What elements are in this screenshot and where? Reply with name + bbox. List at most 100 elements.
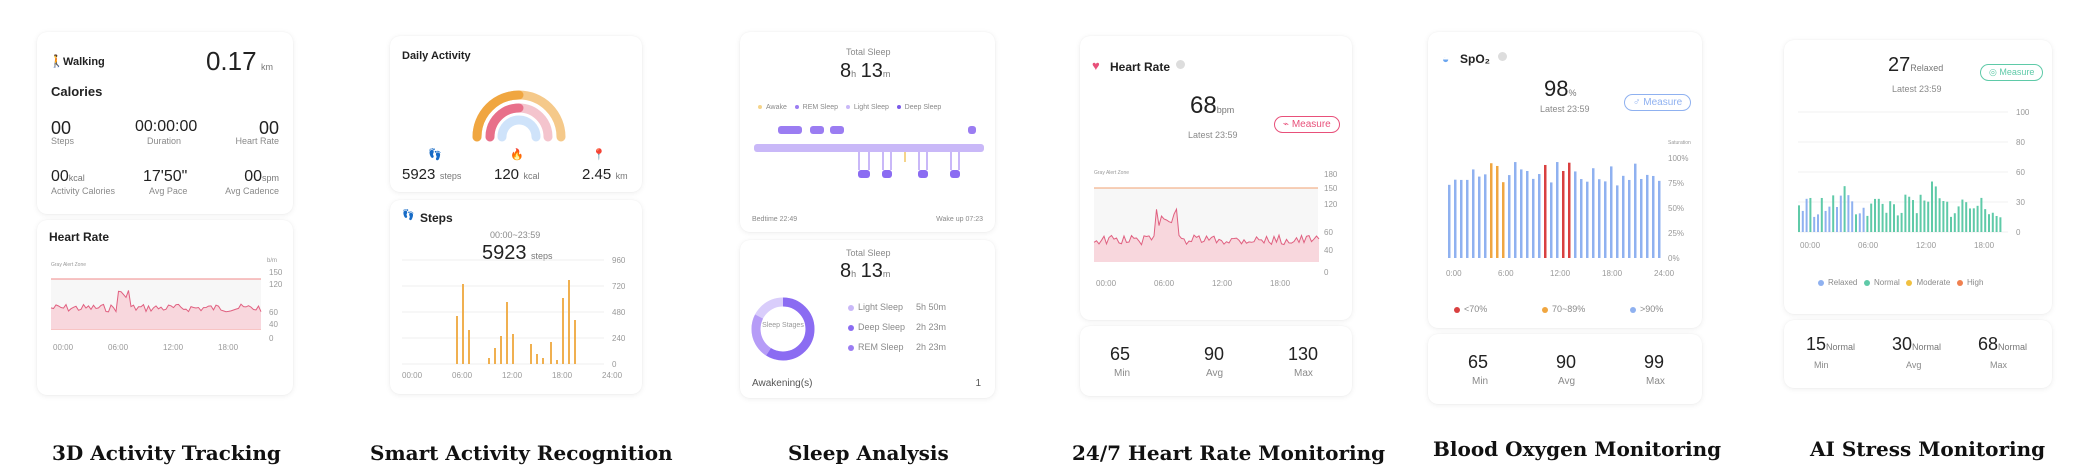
measure-icon: ♂ — [1633, 97, 1641, 108]
stress-bar — [1847, 195, 1850, 232]
transition-line — [958, 152, 960, 170]
stress-bar — [1984, 209, 1987, 232]
stress-bar — [1836, 207, 1838, 232]
x-tick-label: 00:00 — [53, 343, 74, 352]
stress-bar — [1851, 201, 1854, 232]
sleep-donut: Sleep Stages — [751, 297, 815, 361]
rem-block — [968, 126, 976, 134]
step-bar — [536, 354, 538, 364]
steps-label: Steps — [51, 136, 75, 146]
heart-max: 130 — [1288, 344, 1319, 364]
spo2-bar — [1532, 178, 1535, 258]
step-bar — [462, 284, 464, 364]
x-tick-label: 18:00 — [552, 371, 573, 380]
caption-sleep: Sleep Analysis — [788, 441, 949, 465]
stress-bar — [1885, 212, 1888, 232]
stress-min: 15Normal — [1806, 334, 1856, 354]
caption-daily: Smart Activity Recognition — [370, 441, 673, 465]
stress-bar — [1855, 214, 1857, 232]
y-tick-label: 50% — [1668, 204, 1684, 213]
sleep-hypnogram — [754, 126, 984, 178]
spo2-bar — [1586, 181, 1589, 258]
heart-stats-card: 65 Min 90 Avg 130 Max — [1080, 326, 1352, 396]
sleep-legend: Awake REM Sleep Light Sleep Deep Sleep — [758, 104, 941, 111]
x-tick-label: 00:00 — [402, 371, 423, 380]
y-tick-label: 25% — [1668, 229, 1684, 238]
y-tick-label: 120 — [1324, 200, 1338, 209]
stress-bar — [1801, 210, 1804, 232]
stress-min-label: Min — [1814, 360, 1829, 370]
stress-bar — [1798, 205, 1800, 232]
heart-title: Heart Rate — [1110, 60, 1171, 74]
stress-bar — [1988, 214, 1990, 232]
sleep-card: Total Sleep 8h 13m Awake REM Sleep Light… — [740, 32, 995, 232]
y-tick-label: 60 — [2016, 168, 2025, 177]
awakening-label: Awakening(s) — [752, 378, 813, 389]
heart-card: ♥ Heart Rate 68bpm Latest 23:59 ⌁ Measur… — [1080, 36, 1352, 320]
pace-value: 17'50" — [143, 168, 188, 185]
measure-button[interactable]: ⌁ Measure — [1274, 116, 1340, 133]
steps-total: 5923 steps — [482, 242, 553, 264]
step-bar — [562, 298, 564, 364]
stress-bar — [1927, 201, 1930, 232]
spo2-bar — [1502, 182, 1505, 258]
step-bar — [500, 336, 502, 364]
daily-km: 2.45 km — [582, 166, 628, 183]
spo2-title: SpO₂ — [1460, 52, 1490, 66]
y-tick-label: 0 — [2016, 228, 2021, 237]
activity-cal-value: 00kcal — [51, 168, 85, 185]
heart-min-label: Min — [1114, 368, 1131, 379]
daily-title: Daily Activity — [402, 50, 471, 62]
spo2-bar — [1604, 181, 1607, 258]
y-tick-label: 30 — [2016, 198, 2025, 207]
stress-bar — [1950, 216, 1952, 232]
steps-value: 00 — [51, 118, 72, 138]
sleep-total-label: Total Sleep — [846, 47, 891, 57]
spo2-bar — [1508, 175, 1511, 258]
heart-line — [1093, 207, 1320, 246]
transition-line — [890, 152, 892, 170]
y-tick-label: 60 — [269, 308, 278, 317]
spo2-bar — [1556, 162, 1559, 258]
hr-line — [50, 290, 262, 314]
daily-steps: 5923 steps — [402, 166, 462, 183]
heart-area — [1094, 209, 1319, 262]
activity-hr-card: Heart Rate Gray Alert Zone b/m 150 120 60 4… — [37, 220, 293, 395]
spo2-measure-button[interactable]: ♂ Measure — [1624, 94, 1692, 111]
donut-label: Sleep Stages — [762, 322, 804, 329]
steps-range: 00:00~23:59 — [490, 230, 541, 240]
stress-measure-button[interactable]: ◎ Measure — [1980, 64, 2044, 81]
stress-avg: 30Normal — [1892, 334, 1942, 354]
stress-bar — [1881, 203, 1884, 232]
awakening-val: 1 — [975, 378, 981, 389]
stress-bar — [1896, 215, 1899, 232]
stress-bar — [1953, 213, 1956, 232]
transition-line — [882, 152, 884, 170]
step-bar — [456, 316, 458, 364]
x-tick-label: 06:00 — [108, 343, 129, 352]
spo2-max: 99 — [1644, 352, 1665, 372]
y-tick-label: 40 — [269, 320, 278, 329]
measure-icon-2: ◎ — [1989, 67, 1997, 77]
light-band — [754, 144, 984, 152]
stress-bar — [1969, 208, 1971, 232]
spo2-bar — [1646, 174, 1649, 258]
y-tick-label: 720 — [612, 282, 626, 291]
spo2-avg: 90 — [1556, 352, 1577, 372]
step-bar — [488, 358, 490, 364]
caption-spo2: Blood Oxygen Monitoring — [1433, 437, 1722, 461]
stress-bar — [1889, 201, 1892, 232]
stage-rem-val: 2h 23m — [916, 342, 947, 352]
kcal-icon: 🔥 — [510, 149, 524, 161]
spo2-bar — [1466, 179, 1469, 258]
rem-block — [830, 126, 844, 134]
stress-latest: Latest 23:59 — [1892, 84, 1942, 94]
stress-bar — [1915, 213, 1918, 232]
step-bar — [530, 344, 532, 364]
x-tick-label: 06:00 — [452, 371, 473, 380]
stress-bar — [1972, 208, 1975, 232]
stress-bar — [1999, 217, 2002, 232]
y-tick-label: 75% — [1668, 179, 1684, 188]
stress-bar — [1919, 194, 1922, 232]
bedtime: Bedtime 22:49 — [752, 216, 798, 223]
